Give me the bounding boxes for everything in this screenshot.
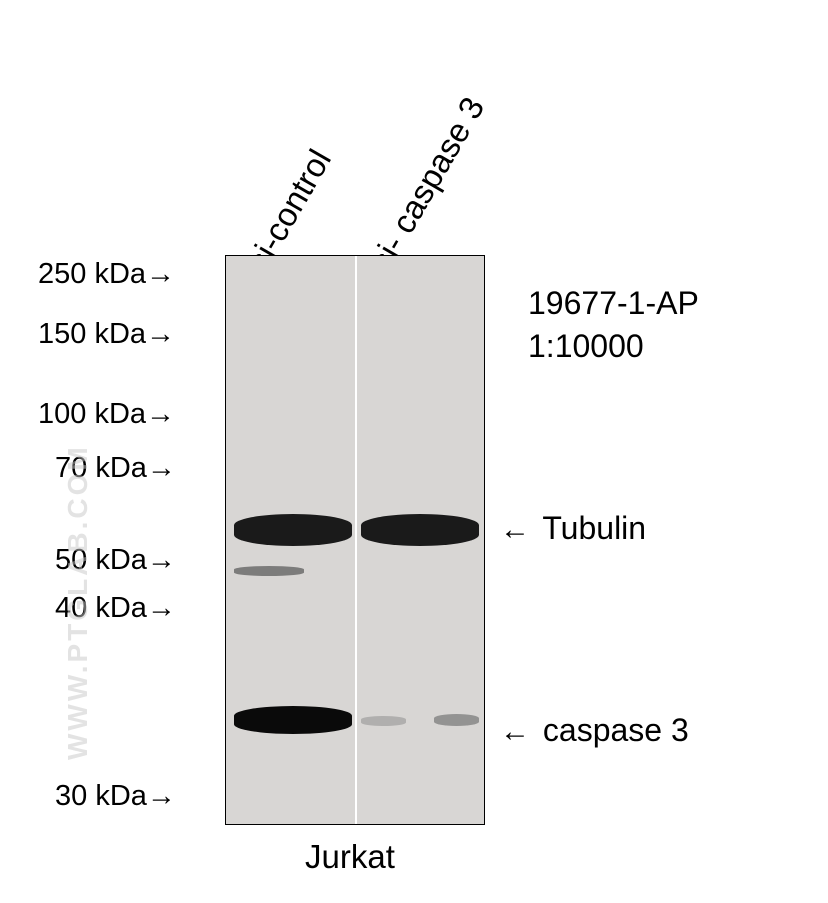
band-faint-lane1	[234, 566, 304, 576]
marker-30: 30 kDa→	[55, 780, 176, 813]
band-caspase3-lane2b	[434, 714, 479, 726]
marker-250: 250 kDa→	[38, 258, 175, 291]
arrow-left-icon: ←	[500, 513, 530, 547]
watermark: WWW.PTGLAB.COM	[62, 444, 94, 760]
lane-label-2: si- caspase 3	[362, 91, 492, 278]
blot-membrane	[225, 255, 485, 825]
band-caspase3-lane1	[234, 706, 352, 734]
band-annotation-caspase3: ← caspase 3	[500, 712, 689, 749]
band-tubulin-lane2	[361, 514, 479, 546]
band-annotation-tubulin-text: Tubulin	[542, 510, 646, 546]
band-annotation-tubulin: ← Tubulin	[500, 510, 646, 547]
antibody-dilution: 1:10000	[528, 325, 699, 368]
antibody-catalog: 19677-1-AP	[528, 282, 699, 325]
band-annotation-caspase3-text: caspase 3	[543, 712, 689, 748]
marker-150: 150 kDa→	[38, 318, 175, 351]
antibody-info: 19677-1-AP 1:10000	[528, 282, 699, 368]
sample-label: Jurkat	[305, 838, 395, 876]
band-tubulin-lane1	[234, 514, 352, 546]
western-blot-figure: si-control si- caspase 3 250 kDa→ 150 kD…	[0, 0, 828, 903]
marker-100: 100 kDa→	[38, 398, 175, 431]
lane-divider	[355, 256, 357, 824]
band-caspase3-lane2a	[361, 716, 406, 726]
arrow-left-icon: ←	[500, 715, 530, 749]
